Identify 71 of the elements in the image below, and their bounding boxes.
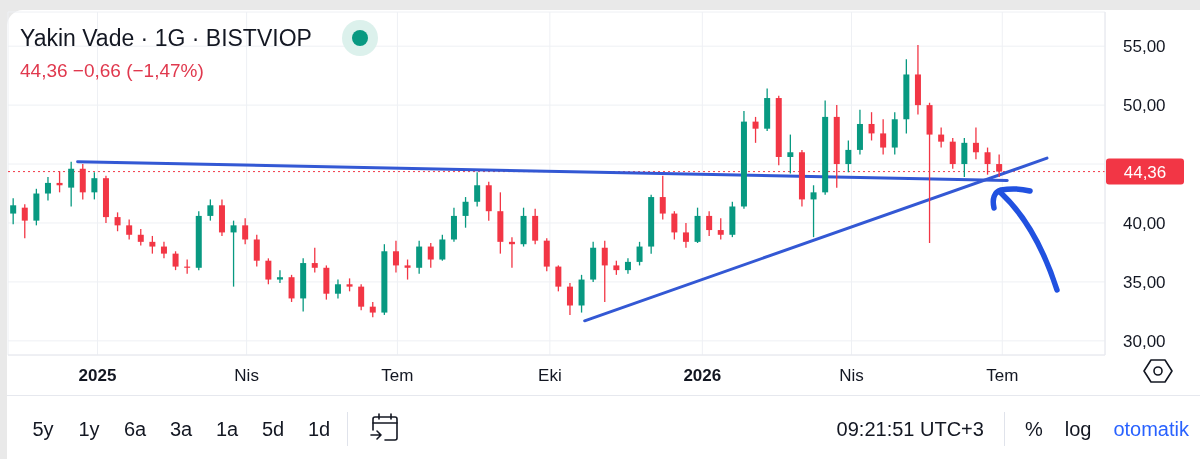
candlestick [949,137,956,170]
candlestick [474,171,481,208]
x-tick-label: 2026 [683,366,722,386]
text: 1d [306,417,332,441]
candlestick [253,234,260,268]
candlestick [601,240,608,303]
x-tick-label: Eki [538,366,562,386]
x-tick-label: 2025 [78,366,117,386]
candlestick [706,210,713,237]
candlestick [265,257,272,285]
candlestick [938,126,945,149]
ref-line-label: 44,36 [1123,162,1167,182]
candlestick [276,269,283,284]
x-tick-label: Tem [986,366,1019,386]
y-tick-label: 55,00 [1123,37,1166,57]
candlestick [427,242,434,269]
x-tick-label: Nis [234,366,259,386]
candlestick [288,274,295,303]
candlestick [636,241,643,267]
candlestick [671,210,678,241]
text: 3a [168,417,194,441]
candlestick [555,264,562,292]
candlestick [439,234,446,262]
candlestick [752,116,759,144]
candlestick [207,198,214,222]
candlestick [868,111,875,142]
candlestick [126,218,133,241]
candlestick [845,139,852,173]
candlestick [91,171,98,201]
candlestick [311,247,318,274]
text: 6a [122,417,148,441]
y-tick-label: 35,00 [1123,272,1166,292]
candlestick [787,133,794,175]
y-tick-label: 50,00 [1123,96,1166,116]
text: 5d [260,417,286,441]
x-tick-label: Tem [381,366,414,386]
y-tick-label: 30,00 [1123,331,1166,351]
text: otomatik [1113,417,1189,441]
text: Yakin Vade · 1G · BISTVIOP [20,24,312,52]
text: 09:21:51 UTC+3 [836,417,984,441]
candlestick [659,175,666,221]
y-tick-label: 40,00 [1123,214,1166,234]
candlestick [462,196,469,229]
candlestick [810,184,817,238]
candlestick [358,283,365,311]
text: log [1064,417,1092,441]
candlestick [682,222,689,249]
candlestick [172,250,179,271]
candlestick [880,118,887,156]
text: 1y [77,417,101,441]
candlestick [450,207,457,243]
candlestick [416,240,423,275]
candlestick [10,197,17,225]
candlestick [242,217,249,245]
candlestick [717,217,724,241]
candlestick [392,240,399,274]
text: % [1024,417,1043,441]
candlestick [230,219,237,288]
candlestick [334,278,341,300]
candlestick [44,176,51,202]
candlestick [21,203,28,239]
candlestick [961,137,968,178]
candlestick [404,258,411,281]
candlestick [68,161,75,208]
text: 5y [31,417,55,441]
candlestick [114,211,121,232]
text: 44,36 −0,66 (−1,47%) [20,60,204,82]
text: 1a [214,417,240,441]
candlestick [972,126,979,160]
x-tick-label: Nis [839,366,864,386]
candlestick [566,282,573,316]
